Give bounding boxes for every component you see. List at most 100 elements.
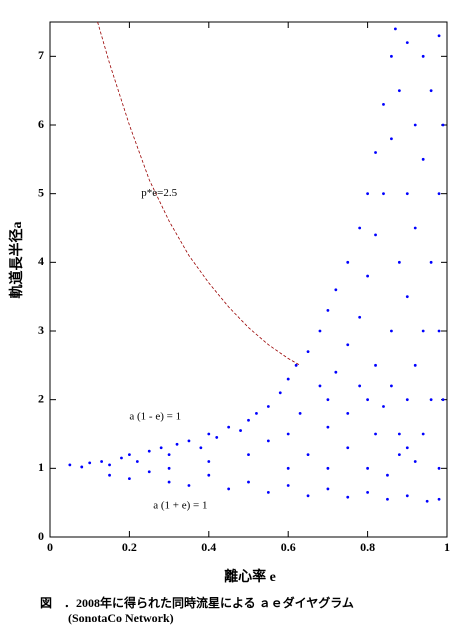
annotation: a (1 + e) = 1 [153,500,207,512]
point [266,439,270,443]
point [386,473,389,477]
point [318,329,322,333]
point [127,453,131,456]
point [382,103,385,106]
point [358,315,362,319]
point [366,192,369,196]
point [346,495,350,499]
point [326,309,330,312]
point [68,463,72,467]
point [215,436,219,439]
point [425,499,429,503]
point [247,480,250,484]
point [390,137,393,141]
point [421,157,425,161]
point [413,460,417,463]
point [366,466,369,470]
point [346,412,350,415]
point [298,412,302,415]
point [358,384,362,388]
point [405,41,409,44]
point [108,473,111,477]
point [318,384,322,388]
point [346,446,350,450]
point [397,260,401,264]
point [167,480,171,484]
point [405,398,409,402]
point [374,233,377,237]
point [147,470,151,474]
point [397,432,401,436]
point [294,363,298,367]
annotation: a (1 - e) = 1 [129,410,181,422]
point [413,226,417,230]
point [393,27,397,31]
point [187,439,191,443]
point [374,363,377,367]
point [405,295,409,299]
point [413,123,417,127]
x-tick-label: 0.8 [360,540,375,554]
point [437,497,441,501]
point [405,446,409,450]
point [306,494,310,498]
point [167,453,171,456]
point [441,398,445,402]
y-tick-label: 5 [38,185,44,199]
point [147,449,151,453]
point [441,123,445,127]
point [127,477,131,481]
y-tick-label: 3 [38,323,44,337]
plot-frame [49,21,448,538]
point [306,453,310,456]
point [437,34,441,38]
point [135,460,139,463]
point [326,398,330,402]
point [390,384,393,388]
point [239,429,242,432]
point [266,490,270,494]
point [88,461,92,465]
y-axis-label: 軌道長半径a [8,222,25,299]
point [366,490,369,494]
point [437,192,441,196]
point [429,89,433,93]
point [278,391,282,395]
point [100,460,104,463]
point [366,398,369,402]
point [286,377,290,381]
point [266,405,270,408]
point [227,487,231,491]
point [326,487,330,491]
x-tick-label: 0.2 [122,540,137,554]
point [429,398,433,402]
x-tick-label: 0.6 [281,540,296,554]
point [390,54,393,58]
y-tick-label: 6 [38,117,44,131]
point [397,89,401,93]
annotation: p*e=2.5 [141,187,177,199]
point [255,412,258,415]
point [374,151,377,154]
point [207,432,211,436]
point [334,288,338,292]
point [429,260,433,264]
point [159,446,163,450]
y-tick-label: 4 [38,254,44,268]
point [199,446,203,450]
point [207,473,211,477]
point [326,425,330,429]
x-axis-label: 離心率 e [224,568,276,585]
point [382,192,385,196]
point [437,329,441,333]
point [437,466,441,470]
point [120,456,123,460]
caption: 図 ．2008年に得られた同時流星による ａｅダイヤグラム [40,595,354,610]
point [247,418,250,422]
point [80,465,84,469]
point [334,370,338,374]
x-tick-label: 0.4 [201,540,216,554]
point [358,226,362,230]
point [286,484,290,487]
